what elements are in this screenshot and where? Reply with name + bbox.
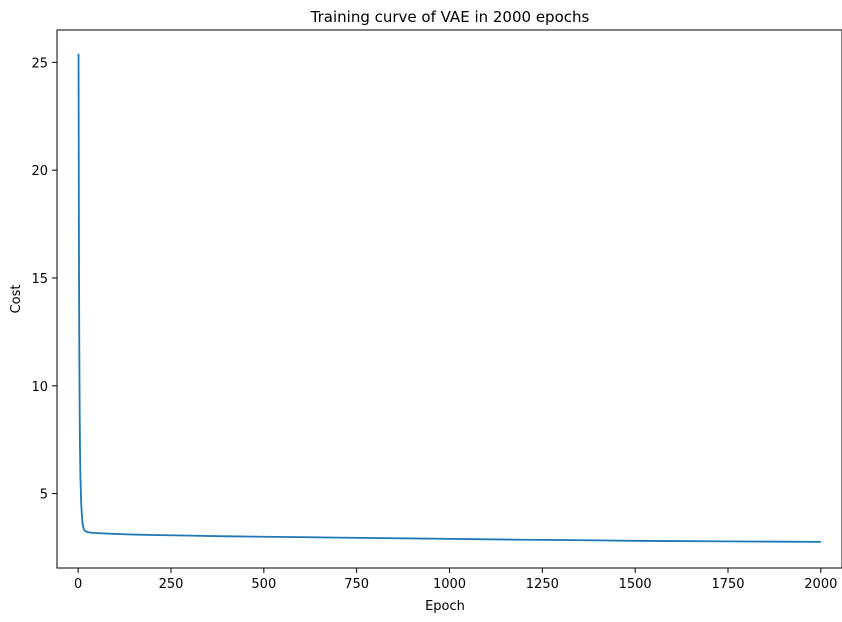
y-tick-label: 25 xyxy=(31,56,48,71)
x-tick-label: 1000 xyxy=(433,577,466,592)
y-tick-label: 15 xyxy=(31,272,48,287)
plot-frame xyxy=(56,29,842,569)
x-tick-label: 2000 xyxy=(804,577,837,592)
y-tick-label: 5 xyxy=(40,488,48,503)
y-axis-label: Cost xyxy=(9,285,24,314)
x-tick-label: 750 xyxy=(344,577,369,592)
chart-title: Training curve of VAE in 2000 epochs xyxy=(310,8,590,26)
x-tick-label: 250 xyxy=(159,577,184,592)
x-tick-label: 1250 xyxy=(526,577,559,592)
y-axis: 5 10 15 20 25 xyxy=(31,56,57,503)
y-tick-label: 20 xyxy=(31,164,48,179)
x-axis-label: Epoch xyxy=(425,599,465,614)
x-tick-label: 0 xyxy=(74,577,82,592)
x-tick-label: 500 xyxy=(251,577,276,592)
x-axis: 0 250 500 750 1000 1250 1500 1750 2000 xyxy=(74,568,837,592)
series-line xyxy=(77,53,821,543)
y-tick-label: 10 xyxy=(31,380,48,395)
x-tick-label: 1750 xyxy=(711,577,744,592)
x-tick-label: 1500 xyxy=(619,577,652,592)
